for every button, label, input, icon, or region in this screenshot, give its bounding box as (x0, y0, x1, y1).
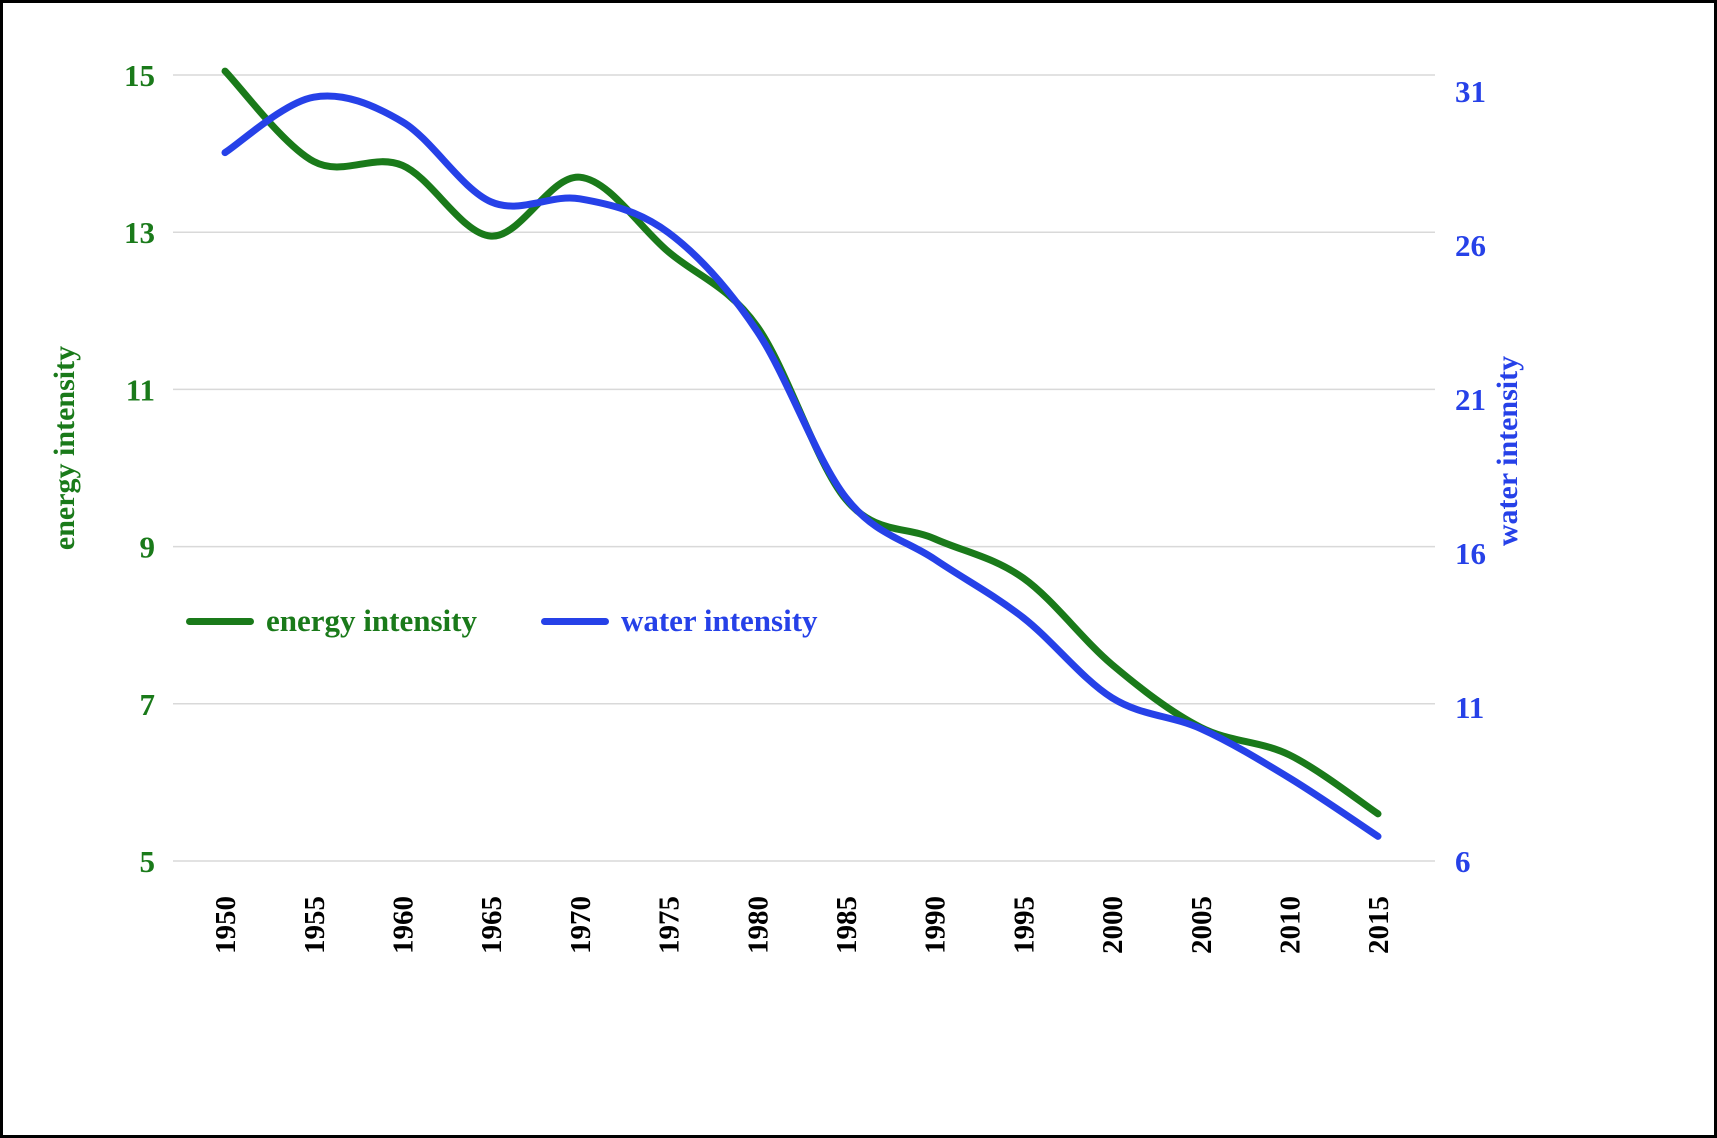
legend-swatch-water (540, 617, 609, 625)
left-axis-tick-label: 11 (126, 372, 155, 407)
left-axis-tick-label: 15 (124, 58, 155, 93)
x-axis-tick-label: 1965 (476, 896, 508, 954)
legend-label-energy: energy intensity (266, 603, 477, 638)
left-axis-tick-label: 7 (140, 687, 156, 722)
x-axis-tick-label: 2005 (1186, 896, 1218, 954)
series-line-water-intensity (221, 92, 1382, 840)
left-axis-title: energy intensity (48, 345, 81, 551)
x-axis-tick-label: 2015 (1363, 896, 1395, 954)
x-axis-tick-label: 1990 (920, 896, 952, 954)
x-axis-tick-label: 1985 (831, 896, 863, 954)
left-axis-tick-label: 13 (124, 215, 155, 250)
x-axis-tick-label: 1980 (742, 896, 774, 954)
left-axis-tick-label: 9 (140, 530, 156, 565)
x-axis-tick-label: 1970 (565, 896, 597, 954)
right-axis-tick-label: 26 (1455, 228, 1486, 263)
right-axis-tick-label: 6 (1455, 844, 1471, 879)
legend-swatch-energy (186, 617, 254, 625)
right-axis-tick-label: 16 (1455, 536, 1486, 571)
left-axis-tick-label: 5 (140, 844, 156, 879)
x-axis-tick-label: 1975 (654, 896, 686, 954)
right-axis-tick-label: 11 (1455, 690, 1484, 725)
x-axis-tick-label: 1960 (388, 896, 420, 954)
legend: energy intensity water intensity (186, 603, 818, 639)
x-axis-tick-label: 1995 (1008, 896, 1040, 954)
x-axis-tick-label: 1950 (210, 896, 242, 954)
x-axis-tick-label: 2010 (1274, 896, 1306, 954)
x-axis-tick-label: 2000 (1097, 896, 1129, 954)
x-axis-tick-label: 1955 (299, 896, 331, 954)
legend-label-water: water intensity (620, 603, 818, 638)
right-axis-tick-label: 21 (1455, 382, 1486, 417)
series-line-energy-intensity (221, 67, 1382, 818)
line-chart: 5 7 9 11 13 15 6 11 16 21 26 31 1950 1955 1960 1965 1970… (124, 58, 1486, 954)
right-axis-title: water intensity (1491, 355, 1524, 547)
right-axis-tick-label: 31 (1455, 74, 1486, 109)
